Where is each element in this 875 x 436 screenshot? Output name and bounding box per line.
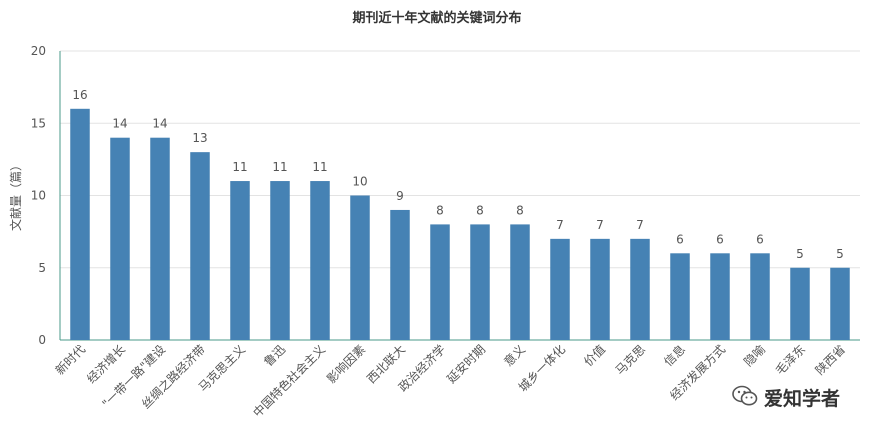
data-label: 11 [232,160,247,174]
category-label: 影响因素 [324,342,369,387]
y-axis-label: 文献量（篇） [8,159,23,231]
data-label: 11 [312,160,327,174]
data-label: 14 [112,117,127,131]
data-label: 11 [272,160,287,174]
bar [390,209,410,340]
bars [70,108,850,340]
bar [510,224,530,340]
data-labels: 16 14 14 13 11 11 11 10 9 8 8 8 7 7 7 6 6 6 5 5 [72,88,843,261]
watermark-text: 爱知学者 [764,388,841,410]
bar [750,253,770,340]
bar [550,238,570,340]
bar [710,253,730,340]
bar [230,181,250,340]
category-label: 毛泽东 [773,342,808,377]
data-label: 6 [716,232,724,246]
data-label: 10 [352,175,367,189]
bar [790,267,810,340]
category-label: 信息 [661,342,689,370]
bar [310,181,330,340]
y-tick-label: 20 [31,44,46,58]
category-label: 意义 [501,342,529,370]
bar [350,195,370,340]
y-tick-label: 5 [38,261,46,275]
bar [190,152,210,340]
category-label: 新时代 [52,342,88,378]
data-label: 16 [72,88,87,102]
data-label: 13 [192,131,207,145]
data-label: 6 [676,232,684,246]
watermark: 爱知学者 [732,384,840,411]
wechat-icon [732,385,758,411]
chart-title: 期刊近十年文献的关键词分布 [352,10,521,26]
category-label: 马克思 [613,342,648,377]
y-tick-label: 0 [38,333,46,347]
bar [270,181,290,340]
data-label: 5 [796,247,804,261]
bar [670,253,690,340]
data-label: 7 [556,218,564,232]
bar [150,137,170,340]
data-label: 9 [396,189,404,203]
category-label: 价值 [581,342,609,370]
category-label: 延安时期 [444,342,489,387]
data-label: 14 [152,117,167,131]
category-label: 隐喻 [741,342,769,370]
category-label: 鲁迅 [261,342,288,369]
y-axis-ticks: 0 5 10 15 20 [31,44,46,347]
data-label: 7 [636,218,644,232]
y-tick-label: 10 [31,189,46,203]
category-label: 陕西省 [812,342,848,378]
bar [590,238,610,340]
data-label: 8 [436,203,444,217]
data-label: 8 [476,203,484,217]
data-label: 6 [756,232,764,246]
bar [110,137,130,340]
bar [70,108,90,340]
y-tick-label: 15 [31,116,46,130]
bar [830,267,850,340]
data-label: 5 [836,247,844,261]
category-label: 中国特色社会主义 [250,342,328,420]
bar [430,224,450,340]
bar [630,238,650,340]
data-label: 8 [516,203,524,217]
grid-lines [60,50,860,269]
bar [470,224,490,340]
data-label: 7 [596,218,604,232]
